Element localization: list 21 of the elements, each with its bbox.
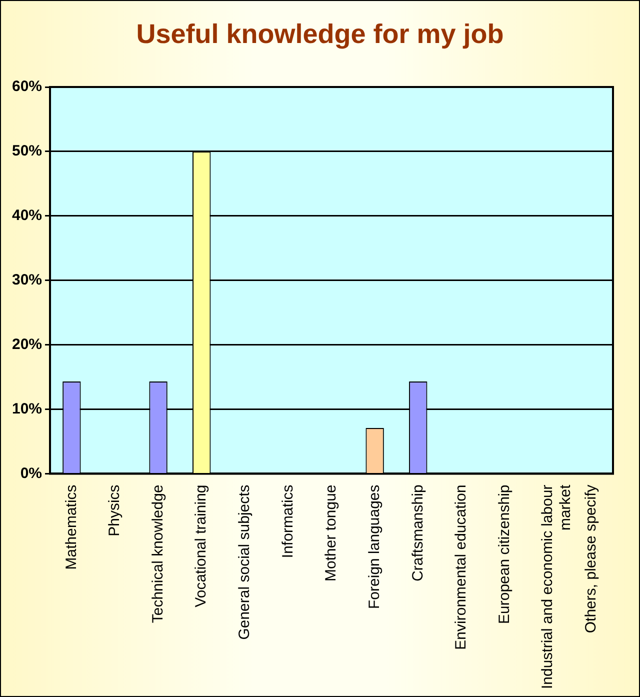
y-tick-label: 10% xyxy=(12,400,42,418)
x-tick-label: Vocational training xyxy=(192,484,210,608)
y-tick-label: 50% xyxy=(12,142,42,160)
x-tick-label: Mathematics xyxy=(62,484,80,570)
y-tick-label: 30% xyxy=(12,271,42,288)
x-tick-label: Environmental education xyxy=(452,484,470,650)
x-tick-label: Informatics xyxy=(279,484,296,558)
x-tick-label: Technical knowledge xyxy=(149,484,166,624)
x-tick-label: Mother tongue xyxy=(322,484,340,582)
y-tick-label: 20% xyxy=(12,336,42,353)
y-tick-label: 0% xyxy=(20,464,42,482)
x-tick-label: Craftsmanship xyxy=(409,484,426,582)
x-tick-label: Others, please specify xyxy=(582,484,600,634)
x-tick-label: Physics xyxy=(106,484,124,536)
x-tick-label: General social subjects xyxy=(236,484,254,640)
x-tick-label: Industrial and economic labour market xyxy=(539,484,574,690)
x-tick-label: European citizenship xyxy=(496,484,513,624)
y-tick-label: 60% xyxy=(12,78,42,96)
chart-title: Useful knowledge for my job xyxy=(135,19,505,50)
y-tick-label: 40% xyxy=(12,207,42,224)
x-tick-label: Foreign languages xyxy=(366,484,383,609)
